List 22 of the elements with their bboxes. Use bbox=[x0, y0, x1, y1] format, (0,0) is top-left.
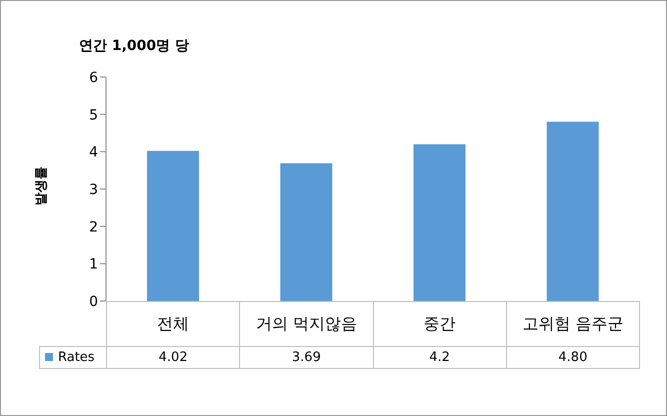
bar bbox=[546, 122, 599, 301]
x-tick-label: 전체 bbox=[106, 302, 240, 346]
y-tick-label: 2 bbox=[89, 219, 98, 236]
y-tick-label: 0 bbox=[89, 294, 98, 310]
y-tick-label: 6 bbox=[89, 70, 98, 86]
chart-title: 연간 1,000명 당 bbox=[79, 37, 190, 55]
data-label: 4.80 bbox=[506, 346, 640, 368]
x-tick-label: 거의 먹지않음 bbox=[240, 302, 373, 346]
x-tick-label: 중간 bbox=[373, 302, 506, 346]
y-tick-label: 5 bbox=[89, 107, 98, 124]
y-tick-label: 1 bbox=[89, 256, 98, 273]
y-tick-label: 3 bbox=[89, 182, 98, 198]
data-label: 3.69 bbox=[240, 346, 373, 368]
bar bbox=[414, 144, 466, 301]
bar bbox=[147, 150, 199, 301]
y-axis-title: 발생률 bbox=[33, 166, 50, 206]
data-label: 4.02 bbox=[106, 346, 240, 368]
legend-label: Rates bbox=[40, 346, 106, 368]
data-label: 4.2 bbox=[373, 346, 506, 368]
bar bbox=[280, 163, 332, 301]
y-tick-label: 4 bbox=[89, 144, 98, 161]
x-tick-label: 고위험 음주군 bbox=[506, 302, 640, 346]
